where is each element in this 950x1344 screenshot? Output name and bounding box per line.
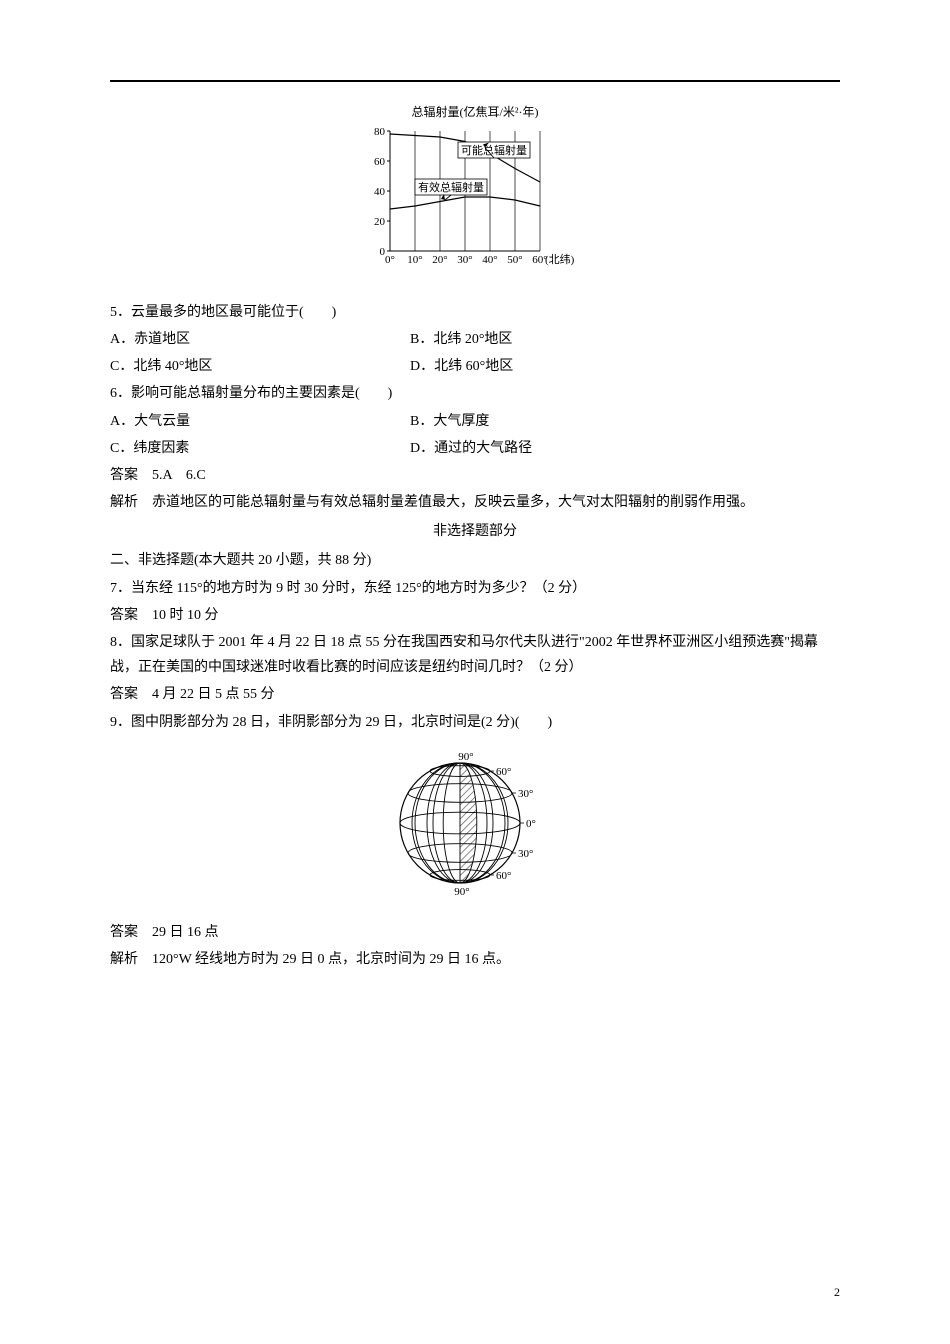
- q5-stem: 5．云量最多的地区最可能位于( ): [110, 300, 840, 325]
- q6-optB: B．大气厚度: [410, 409, 840, 434]
- svg-text:30°: 30°: [518, 848, 533, 860]
- ans56: 答案 5.A 6.C: [110, 463, 840, 488]
- svg-text:40°: 40°: [482, 254, 497, 266]
- radiation-chart: 总辐射量(亿焦耳/米²·年) 0204060800°10°20°30°40°50…: [110, 102, 840, 290]
- q6-row1: A．大气云量 B．大气厚度: [110, 409, 840, 434]
- svg-text:30°: 30°: [457, 254, 472, 266]
- svg-text:20: 20: [374, 216, 386, 228]
- svg-text:有效总辐射量: 有效总辐射量: [418, 180, 484, 194]
- q5-optC: C．北纬 40°地区: [110, 354, 410, 379]
- q6-optD: D．通过的大气路径: [410, 436, 840, 461]
- nonchoice-title: 非选择题部分: [110, 519, 840, 544]
- ans9: 答案 29 日 16 点: [110, 920, 840, 945]
- svg-text:60°: 60°: [496, 766, 511, 778]
- q5-optA: A．赤道地区: [110, 327, 410, 352]
- radiation-chart-svg: 0204060800°10°20°30°40°50°60°(北纬)可能总辐射量有…: [360, 126, 590, 281]
- chart-title: 总辐射量(亿焦耳/米²·年): [360, 102, 590, 124]
- svg-text:可能总辐射量: 可能总辐射量: [461, 143, 527, 157]
- ans8: 答案 4 月 22 日 5 点 55 分: [110, 682, 840, 707]
- svg-text:80: 80: [374, 126, 386, 138]
- globe-figure: 90° 60° 30° 0° 30° 60° 90°: [110, 743, 840, 912]
- q7: 7．当东经 115°的地方时为 9 时 30 分时，东经 125°的地方时为多少…: [110, 576, 840, 601]
- top-rule: [110, 80, 840, 82]
- svg-text:30°: 30°: [518, 788, 533, 800]
- q6-stem: 6．影响可能总辐射量分布的主要因素是( ): [110, 381, 840, 406]
- q9: 9．图中阴影部分为 28 日，非阴影部分为 29 日，北京时间是(2 分)( ): [110, 710, 840, 735]
- nonchoice-intro: 二、非选择题(本大题共 20 小题，共 88 分): [110, 548, 840, 573]
- svg-text:60: 60: [374, 156, 386, 168]
- q5-optB: B．北纬 20°地区: [410, 327, 840, 352]
- q5-row1: A．赤道地区 B．北纬 20°地区: [110, 327, 840, 352]
- q5-row2: C．北纬 40°地区 D．北纬 60°地区: [110, 354, 840, 379]
- q8: 8．国家足球队于 2001 年 4 月 22 日 18 点 55 分在我国西安和…: [110, 630, 840, 680]
- svg-text:0°: 0°: [526, 818, 536, 830]
- exp56: 解析 赤道地区的可能总辐射量与有效总辐射量差值最大，反映云量多，大气对太阳辐射的…: [110, 490, 840, 515]
- ans7: 答案 10 时 10 分: [110, 603, 840, 628]
- svg-text:(北纬): (北纬): [545, 253, 575, 266]
- q6-optC: C．纬度因素: [110, 436, 410, 461]
- svg-text:20°: 20°: [432, 254, 447, 266]
- globe-svg: 90° 60° 30° 0° 30° 60° 90°: [380, 743, 570, 903]
- exp9: 解析 120°W 经线地方时为 29 日 0 点，北京时间为 29 日 16 点…: [110, 947, 840, 972]
- q5-optD: D．北纬 60°地区: [410, 354, 840, 379]
- svg-text:10°: 10°: [407, 254, 422, 266]
- svg-text:50°: 50°: [507, 254, 522, 266]
- svg-text:90°: 90°: [454, 886, 469, 898]
- svg-text:90°: 90°: [458, 751, 473, 763]
- page-number: 2: [834, 1282, 840, 1304]
- svg-text:60°: 60°: [496, 870, 511, 882]
- svg-text:40: 40: [374, 186, 386, 198]
- q6-row2: C．纬度因素 D．通过的大气路径: [110, 436, 840, 461]
- q6-optA: A．大气云量: [110, 409, 410, 434]
- svg-text:0°: 0°: [385, 254, 395, 266]
